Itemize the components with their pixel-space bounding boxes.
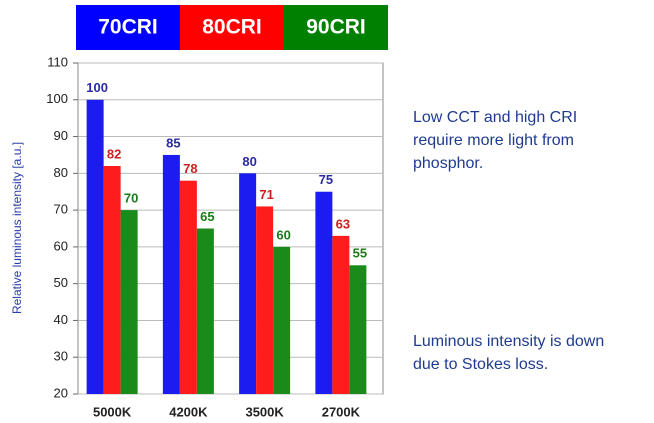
bar [86, 99, 104, 395]
bar [273, 246, 291, 394]
y-tick-label: 60 [54, 238, 68, 253]
y-axis-label: Relative luminous intensity [a.u.] [10, 142, 24, 314]
annotation: phosphor. [413, 155, 483, 172]
bar [256, 206, 274, 394]
annotation: Low CCT and high CRI [413, 109, 577, 126]
legend-swatch [180, 5, 284, 50]
y-tick-label: 90 [54, 128, 68, 143]
value-label: 65 [200, 209, 214, 224]
x-tick-label: 3500K [245, 404, 284, 419]
y-tick-label: 100 [46, 91, 68, 106]
annotation: due to Stokes loss. [413, 356, 548, 373]
annotation: require more light from [413, 132, 574, 149]
bar [332, 235, 350, 394]
bar [162, 154, 180, 394]
value-label: 55 [353, 246, 367, 261]
y-tick-label: 110 [47, 54, 68, 69]
y-tick-label: 50 [54, 275, 68, 290]
bar [120, 210, 138, 394]
value-label: 70 [124, 191, 138, 206]
bar [179, 180, 197, 394]
legend-label: 80CRI [202, 16, 262, 39]
x-tick-label: 2700K [322, 404, 361, 419]
y-tick-label: 80 [54, 165, 68, 180]
value-label: 100 [86, 80, 108, 95]
value-label: 78 [183, 161, 197, 176]
value-label: 60 [276, 227, 290, 242]
x-tick-label: 4200K [169, 404, 208, 419]
legend-swatch [284, 5, 388, 50]
y-tick-label: 70 [54, 202, 68, 217]
value-label: 75 [319, 172, 333, 187]
x-tick-label: 5000K [93, 404, 132, 419]
legend-label: 90CRI [306, 16, 366, 39]
value-label: 85 [166, 135, 180, 150]
bar [315, 191, 333, 394]
value-label: 80 [242, 154, 256, 169]
y-tick-label: 40 [54, 312, 68, 327]
bar [103, 165, 121, 394]
legend-swatch [76, 5, 180, 50]
value-label: 71 [259, 187, 273, 202]
value-label: 82 [107, 146, 121, 161]
legend-label: 70CRI [98, 16, 158, 39]
bar [239, 173, 257, 394]
y-tick-label: 30 [54, 349, 68, 364]
value-label: 63 [336, 216, 350, 231]
bar [196, 228, 214, 394]
y-tick-label: 20 [54, 385, 68, 400]
annotation: Luminous intensity is down [413, 333, 604, 350]
bar [349, 265, 367, 394]
